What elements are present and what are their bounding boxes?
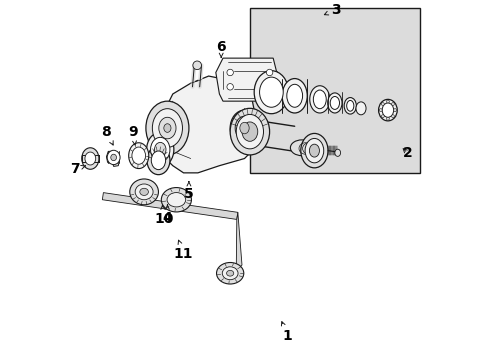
- Ellipse shape: [327, 93, 341, 113]
- Ellipse shape: [159, 117, 176, 139]
- Ellipse shape: [355, 102, 366, 115]
- Ellipse shape: [85, 152, 96, 165]
- Text: 10: 10: [154, 206, 173, 226]
- Text: 11: 11: [173, 240, 193, 261]
- Circle shape: [379, 109, 382, 112]
- Ellipse shape: [309, 144, 319, 157]
- Ellipse shape: [239, 122, 249, 134]
- Text: 1: 1: [281, 322, 292, 343]
- Circle shape: [391, 103, 394, 105]
- Ellipse shape: [226, 69, 233, 76]
- Ellipse shape: [344, 98, 356, 114]
- Text: 4: 4: [162, 205, 172, 225]
- Ellipse shape: [226, 270, 233, 276]
- Ellipse shape: [242, 122, 257, 141]
- Ellipse shape: [129, 179, 158, 205]
- Text: 3: 3: [324, 3, 340, 17]
- Circle shape: [386, 117, 388, 120]
- Circle shape: [381, 103, 384, 105]
- Ellipse shape: [286, 84, 302, 107]
- Ellipse shape: [161, 188, 191, 212]
- Bar: [249, 8, 419, 173]
- Ellipse shape: [290, 140, 313, 156]
- Ellipse shape: [235, 116, 253, 140]
- Polygon shape: [102, 193, 237, 220]
- Text: 5: 5: [183, 182, 193, 201]
- Ellipse shape: [259, 77, 283, 107]
- Ellipse shape: [152, 109, 182, 147]
- Ellipse shape: [230, 110, 258, 146]
- Polygon shape: [236, 212, 242, 271]
- Text: 9: 9: [128, 125, 138, 145]
- Ellipse shape: [266, 84, 272, 90]
- Circle shape: [391, 115, 394, 118]
- Ellipse shape: [128, 143, 148, 168]
- Text: 2: 2: [402, 146, 412, 160]
- Ellipse shape: [378, 99, 396, 121]
- Ellipse shape: [334, 149, 340, 156]
- Ellipse shape: [216, 262, 244, 284]
- Ellipse shape: [236, 114, 263, 149]
- Ellipse shape: [167, 193, 185, 207]
- Ellipse shape: [346, 100, 353, 111]
- Ellipse shape: [254, 71, 288, 114]
- Circle shape: [381, 115, 384, 118]
- Polygon shape: [155, 76, 258, 173]
- Circle shape: [393, 109, 396, 112]
- Ellipse shape: [226, 84, 233, 90]
- Ellipse shape: [266, 69, 272, 76]
- Ellipse shape: [81, 148, 99, 169]
- Polygon shape: [106, 151, 119, 166]
- Ellipse shape: [163, 124, 171, 132]
- Ellipse shape: [329, 96, 339, 109]
- Ellipse shape: [313, 90, 325, 109]
- Ellipse shape: [222, 267, 238, 280]
- Ellipse shape: [132, 147, 145, 164]
- Ellipse shape: [309, 86, 329, 113]
- Ellipse shape: [107, 150, 120, 165]
- Ellipse shape: [382, 103, 393, 117]
- Ellipse shape: [154, 143, 165, 157]
- Ellipse shape: [300, 134, 327, 168]
- Ellipse shape: [305, 139, 323, 163]
- Polygon shape: [215, 58, 280, 101]
- Ellipse shape: [135, 184, 153, 200]
- Ellipse shape: [145, 101, 188, 155]
- Text: 7: 7: [70, 162, 85, 176]
- Ellipse shape: [150, 138, 169, 162]
- Ellipse shape: [282, 78, 306, 113]
- Circle shape: [386, 100, 388, 103]
- Ellipse shape: [151, 151, 165, 170]
- Ellipse shape: [192, 61, 201, 69]
- Text: 8: 8: [102, 125, 113, 145]
- Text: 6: 6: [216, 40, 225, 57]
- Ellipse shape: [146, 132, 174, 167]
- Ellipse shape: [111, 154, 116, 161]
- Ellipse shape: [140, 188, 148, 195]
- Ellipse shape: [147, 146, 169, 175]
- Ellipse shape: [230, 108, 269, 155]
